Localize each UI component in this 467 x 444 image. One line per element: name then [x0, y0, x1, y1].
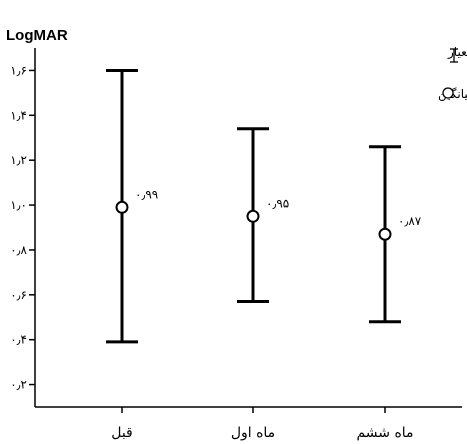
- y-tick-label: ۰٫۴: [10, 333, 27, 347]
- mean-marker: [246, 209, 260, 223]
- mean-value-label: ۰٫۸۷: [398, 214, 422, 228]
- error-bars: ۰٫۹۹ ۰٫۹۵ ۰٫۸۷: [106, 68, 422, 344]
- x-tick-label: ماه ششم: [356, 425, 413, 441]
- legend: : دوانحراف معیار : میانگین: [438, 45, 467, 102]
- mean-marker: [115, 200, 129, 214]
- x-ticks: قبل ماه اول ماه ششم: [111, 407, 414, 441]
- x-tick-label: ماه اول: [231, 425, 275, 441]
- y-tick-label: ۰٫۶: [10, 288, 27, 302]
- mean-value-label: ۰٫۹۵: [266, 196, 289, 210]
- y-tick-label: ۱٫۶: [10, 63, 27, 77]
- mean-marker: [378, 227, 392, 241]
- mean-value-label: ۰٫۹۹: [135, 187, 158, 201]
- legend-errorbar-label: : دوانحراف معیار: [447, 45, 467, 60]
- x-tick-label: قبل: [111, 425, 133, 441]
- axes: [34, 48, 462, 408]
- y-ticks: ۰٫۲ ۰٫۴ ۰٫۶ ۰٫۸ ۱٫۰ ۱٫۲ ۱٫۴ ۱٫۶: [10, 63, 35, 392]
- y-tick-label: ۱٫۴: [10, 108, 27, 122]
- y-tick-label: ۰٫۲: [10, 378, 27, 392]
- y-tick-label: ۱٫۰: [10, 198, 27, 212]
- y-tick-label: ۰٫۸: [10, 243, 27, 257]
- y-tick-label: ۱٫۲: [10, 153, 27, 167]
- legend-mean-symbol: [442, 87, 454, 99]
- y-axis-label: LogMAR: [6, 27, 68, 44]
